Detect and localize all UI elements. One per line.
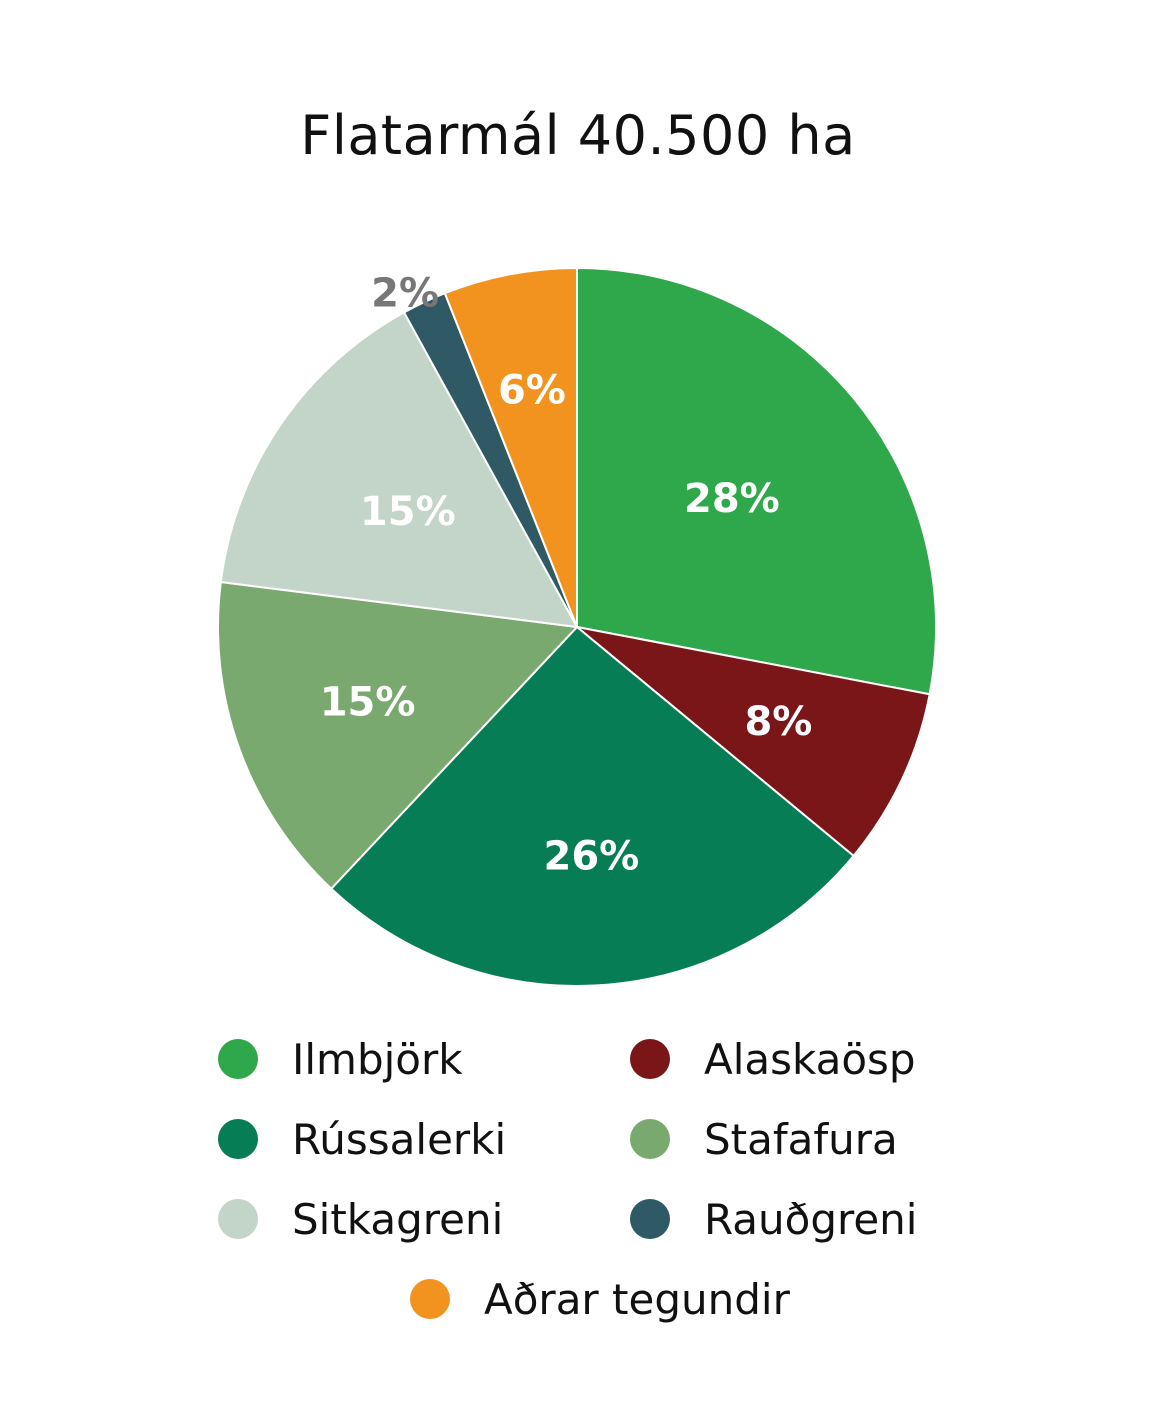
legend-swatch — [218, 1119, 258, 1159]
pie-slice-russalerki — [330, 626, 855, 987]
legend-label: Aðrar tegundir — [484, 1274, 790, 1324]
legend-item-ilmbjork: Ilmbjörk — [218, 1029, 463, 1089]
slice-label-alaskaosp: 8% — [744, 699, 812, 745]
legend-label: Stafafura — [704, 1114, 898, 1164]
pie-slice-adrar-tegundir — [443, 267, 578, 628]
slice-label-raudgreni: 2% — [371, 271, 439, 317]
legend-item-russalerki: Rússalerki — [218, 1109, 506, 1169]
legend-label: Sitkagreni — [292, 1194, 504, 1244]
slice-label-adrar-tegundir: 6% — [498, 368, 566, 414]
legend-item-raudgreni: Rauðgreni — [630, 1189, 917, 1249]
pie-slice-labels: 28% 8% 26% 15% 15% 2% 6% — [320, 271, 813, 880]
pie-slice-stafafura — [217, 581, 578, 890]
legend-item-stafafura: Stafafura — [630, 1109, 898, 1169]
slice-label-stafafura: 15% — [320, 679, 416, 725]
legend-item-alaskaosp: Alaskaösp — [630, 1029, 916, 1089]
pie-slices — [217, 267, 937, 987]
chart-title: Flatarmál 40.500 ha — [300, 104, 856, 167]
slice-label-sitkagreni: 15% — [360, 489, 456, 535]
slice-label-russalerki: 26% — [544, 833, 640, 879]
legend-label: Rússalerki — [292, 1114, 507, 1164]
legend-swatch — [410, 1279, 450, 1319]
pie-slice-alaskaosp — [576, 626, 931, 857]
legend-swatch — [630, 1039, 670, 1079]
pie-slice-sitkagreni — [219, 311, 578, 628]
legend-swatch — [630, 1119, 670, 1159]
slice-label-ilmbjork: 28% — [684, 476, 780, 522]
legend-label: Rauðgreni — [704, 1194, 918, 1244]
legend-swatch — [630, 1199, 670, 1239]
pie-chart: 28% 8% 26% 15% 15% 2% 6% — [217, 267, 937, 987]
legend-label: Ilmbjörk — [292, 1034, 463, 1084]
legend-label: Alaskaösp — [704, 1034, 916, 1084]
legend-swatch — [218, 1199, 258, 1239]
legend-item-sitkagreni: Sitkagreni — [218, 1189, 503, 1249]
pie-slice-ilmbjork — [576, 267, 937, 696]
legend-item-adrar-tegundir: Aðrar tegundir — [410, 1269, 790, 1329]
legend-swatch — [218, 1039, 258, 1079]
